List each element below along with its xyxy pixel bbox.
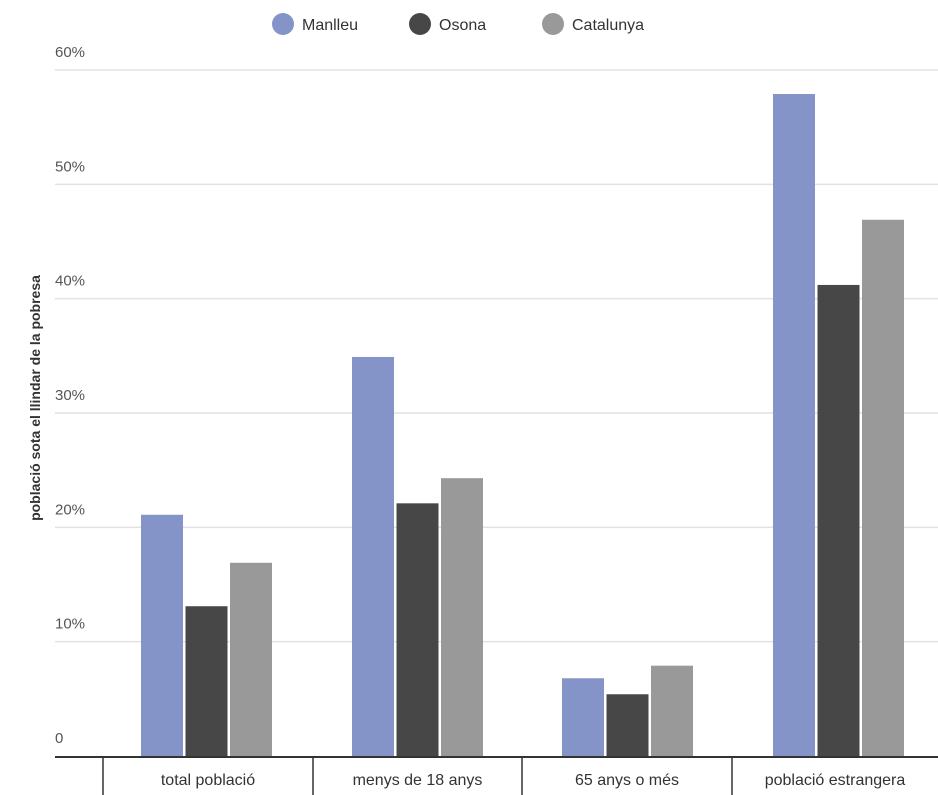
bar: [562, 678, 604, 756]
legend-label: Catalunya: [572, 17, 644, 34]
legend-swatch: [272, 13, 294, 35]
x-tick-label: 65 anys o més: [575, 772, 679, 789]
y-tick-label: 10%: [55, 616, 85, 633]
x-axis: total població menys de 18 anys 65 anys o …: [55, 756, 938, 795]
y-tick-label: 0: [55, 730, 63, 747]
chart-legend: Manlleu Osona Catalunya: [272, 13, 644, 35]
bar: [773, 94, 815, 756]
legend-item: Catalunya: [542, 13, 644, 35]
bar: [817, 284, 860, 756]
y-tick-label: 60%: [55, 44, 85, 61]
bar: [862, 219, 904, 756]
legend-swatch: [409, 13, 431, 35]
bars: [141, 94, 904, 756]
bar: [230, 562, 272, 756]
bar: [441, 478, 483, 756]
y-tick-label: 20%: [55, 501, 85, 518]
legend-swatch: [542, 13, 564, 35]
bar: [651, 665, 693, 756]
bar: [185, 606, 228, 756]
y-axis-label: població sota el llindar de la pobresa: [27, 275, 43, 521]
x-tick-label: menys de 18 anys: [353, 772, 483, 789]
x-tick-label: total població: [161, 772, 255, 789]
y-tick-label: 50%: [55, 158, 85, 175]
legend-label: Osona: [439, 17, 486, 34]
bar: [606, 694, 649, 756]
y-tick-label: 30%: [55, 387, 85, 404]
x-tick-label: població estrangera: [765, 772, 906, 789]
legend-item: Manlleu: [272, 13, 358, 35]
bar: [396, 503, 439, 756]
legend-label: Manlleu: [302, 17, 358, 34]
bar: [352, 356, 394, 756]
bar: [141, 514, 183, 756]
y-tick-label: 40%: [55, 273, 85, 290]
y-axis-ticks: 0 10% 20% 30% 40% 50% 60%: [55, 44, 85, 747]
legend-item: Osona: [409, 13, 486, 35]
